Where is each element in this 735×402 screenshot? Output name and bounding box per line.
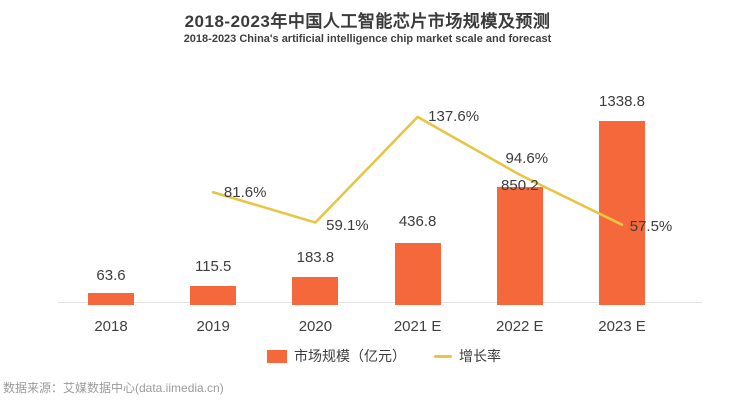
x-axis-label: 2022 E bbox=[496, 318, 544, 335]
x-axis-label: 2023 E bbox=[598, 318, 646, 335]
x-axis-line bbox=[58, 302, 702, 303]
growth-rate-label: 59.1% bbox=[326, 216, 369, 234]
bar-2019 bbox=[190, 286, 237, 305]
chart-subtitle: 2018-2023 China's artificial intelligenc… bbox=[183, 33, 552, 45]
legend-item-growth-rate: 增长率 bbox=[434, 346, 501, 366]
bar-value-label: 115.5 bbox=[194, 258, 232, 276]
growth-rate-polyline bbox=[211, 115, 624, 226]
growth-rate-label: 94.6% bbox=[505, 149, 549, 167]
bar-2020 bbox=[292, 277, 339, 305]
x-axis-label: 2018 bbox=[94, 318, 128, 335]
legend-line-swatch-icon bbox=[434, 354, 452, 358]
bar-value-label: 63.6 bbox=[96, 267, 126, 285]
legend-label-market-scale: 市场规模（亿元） bbox=[294, 348, 406, 364]
x-axis-label: 2020 bbox=[298, 318, 333, 335]
bar-value-label: 1338.8 bbox=[599, 93, 645, 110]
bar-2021E bbox=[394, 242, 441, 305]
x-axis-label: 2021 E bbox=[393, 318, 442, 335]
legend-label-growth-rate: 增长率 bbox=[459, 348, 501, 364]
bar-value-label: 183.8 bbox=[296, 249, 335, 267]
x-axis-label: 2019 bbox=[196, 318, 230, 335]
growth-rate-label: 137.6% bbox=[428, 107, 480, 125]
bar-value-label: 436.8 bbox=[398, 212, 437, 230]
chart-legend: 市场规模（亿元） 增长率 bbox=[267, 346, 501, 366]
chart-title: 2018-2023年中国人工智能芯片市场规模及预测 bbox=[184, 12, 551, 31]
data-source-note: 数据来源：艾媒数据中心(data.iimedia.cn) bbox=[3, 381, 224, 395]
legend-item-market-scale: 市场规模（亿元） bbox=[267, 346, 406, 366]
growth-rate-label: 81.6% bbox=[223, 184, 267, 202]
bar-2022E bbox=[496, 187, 543, 305]
growth-rate-label: 57.5% bbox=[629, 217, 673, 235]
legend-bar-swatch-icon bbox=[267, 349, 287, 363]
bar-2023E bbox=[599, 121, 645, 305]
bar-2018 bbox=[88, 293, 134, 305]
bar-value-label: 850.2 bbox=[501, 177, 539, 195]
